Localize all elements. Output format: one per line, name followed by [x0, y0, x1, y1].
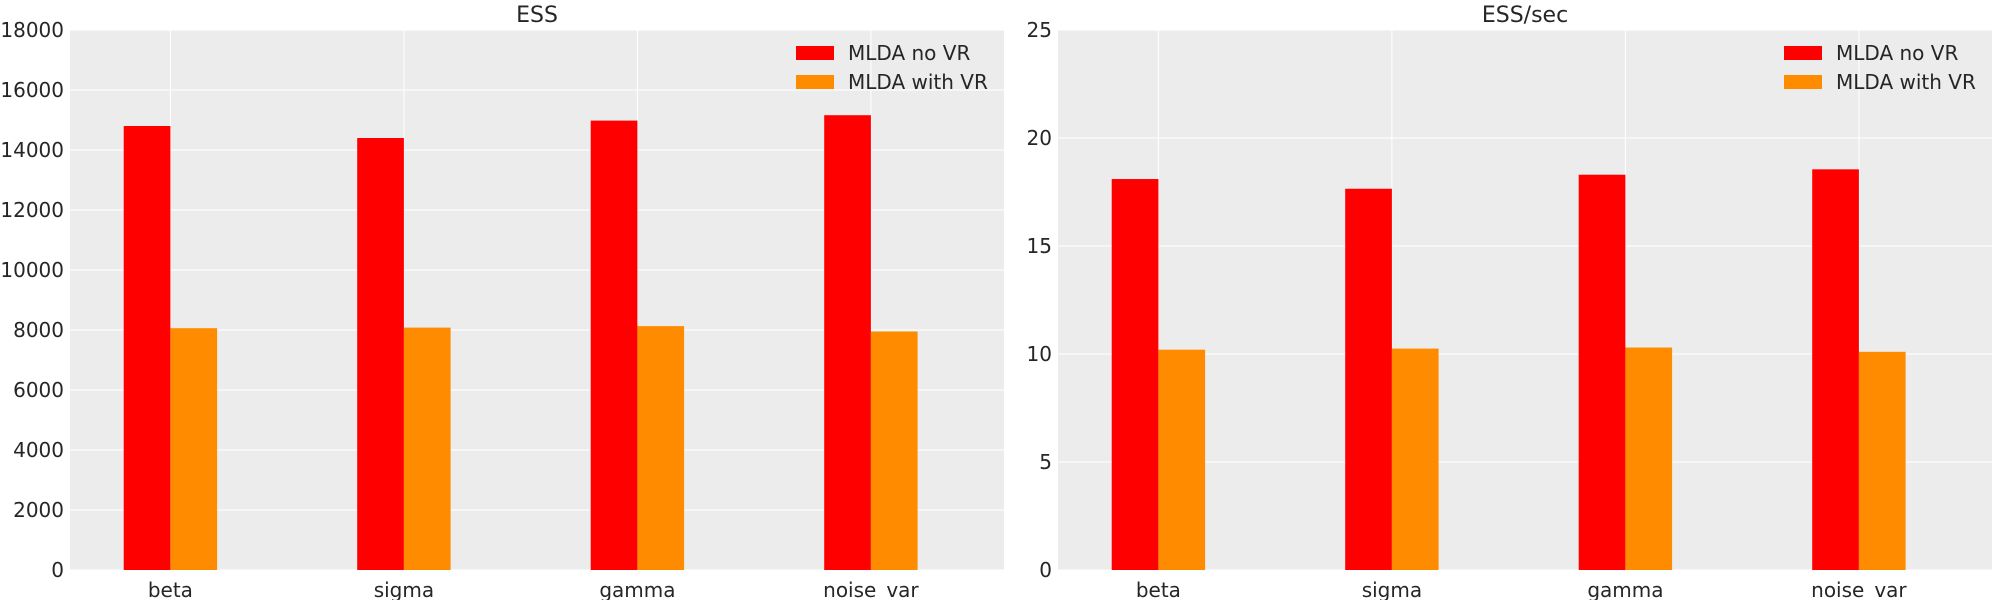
legend-swatch	[796, 46, 834, 60]
x-tick-label: sigma	[1362, 578, 1422, 600]
x-tick-label: sigma	[374, 578, 434, 600]
x-tick-label: noise_var	[1811, 578, 1907, 600]
legend-label: MLDA no VR	[1836, 41, 1958, 65]
bar-mlda-no-vr-beta	[123, 126, 171, 570]
bar-mlda-with-vr-gamma	[637, 326, 685, 570]
y-tick-label: 0	[51, 558, 64, 582]
legend-label: MLDA with VR	[848, 70, 988, 94]
y-tick-label: 18000	[0, 18, 64, 42]
y-tick-label: 14000	[0, 138, 64, 162]
y-tick-label: 8000	[13, 318, 64, 342]
bar-mlda-with-vr-noise_var	[870, 331, 918, 570]
x-tick-label: gamma	[1587, 578, 1663, 600]
x-tick-label: beta	[148, 578, 193, 600]
bar-mlda-with-vr-noise_var	[1858, 351, 1906, 570]
x-tick-label: noise_var	[823, 578, 919, 600]
y-tick-label: 6000	[13, 378, 64, 402]
y-tick-label: 25	[1027, 18, 1052, 42]
bar-mlda-no-vr-beta	[1111, 179, 1159, 571]
chart-title: ESS	[516, 3, 558, 28]
y-tick-label: 0	[1039, 558, 1052, 582]
legend-swatch	[1784, 75, 1822, 89]
bar-mlda-with-vr-beta	[1158, 349, 1206, 570]
x-tick-label: beta	[1136, 578, 1181, 600]
chart-0: 0 2000 4000 6000 8000 10000 12000 14000 16000 180…	[0, 3, 1004, 600]
legend-swatch	[796, 75, 834, 89]
x-tick-label: gamma	[599, 578, 675, 600]
legend-label: MLDA with VR	[1836, 70, 1976, 94]
bar-mlda-with-vr-sigma	[1391, 348, 1439, 570]
legend: MLDA no VR MLDA with VR	[1784, 41, 1976, 94]
y-tick-label: 5	[1039, 450, 1052, 474]
bar-mlda-no-vr-gamma	[1578, 174, 1626, 570]
bar-mlda-with-vr-beta	[170, 328, 218, 570]
y-tick-label: 12000	[0, 198, 64, 222]
y-tick-label: 10000	[0, 258, 64, 282]
y-tick-label: 10	[1027, 342, 1052, 366]
bar-mlda-no-vr-sigma	[1345, 188, 1392, 570]
bar-mlda-with-vr-gamma	[1625, 347, 1673, 570]
bar-mlda-with-vr-sigma	[403, 327, 451, 570]
y-tick-label: 2000	[13, 498, 64, 522]
legend: MLDA no VR MLDA with VR	[796, 41, 988, 94]
bar-mlda-no-vr-gamma	[590, 120, 638, 570]
legend-swatch	[1784, 46, 1822, 60]
bar-mlda-no-vr-noise_var	[1812, 169, 1859, 570]
chart-title: ESS/sec	[1482, 3, 1568, 28]
y-tick-label: 15	[1027, 234, 1052, 258]
chart-1: 0 5 10 15 20 25 beta sigma gamma noise_var ESS/sec…	[1027, 3, 1992, 600]
y-tick-label: 20	[1027, 126, 1052, 150]
y-tick-label: 16000	[0, 78, 64, 102]
bar-mlda-no-vr-noise_var	[824, 115, 871, 570]
legend-label: MLDA no VR	[848, 41, 970, 65]
y-tick-label: 4000	[13, 438, 64, 462]
bar-mlda-no-vr-sigma	[357, 138, 404, 570]
